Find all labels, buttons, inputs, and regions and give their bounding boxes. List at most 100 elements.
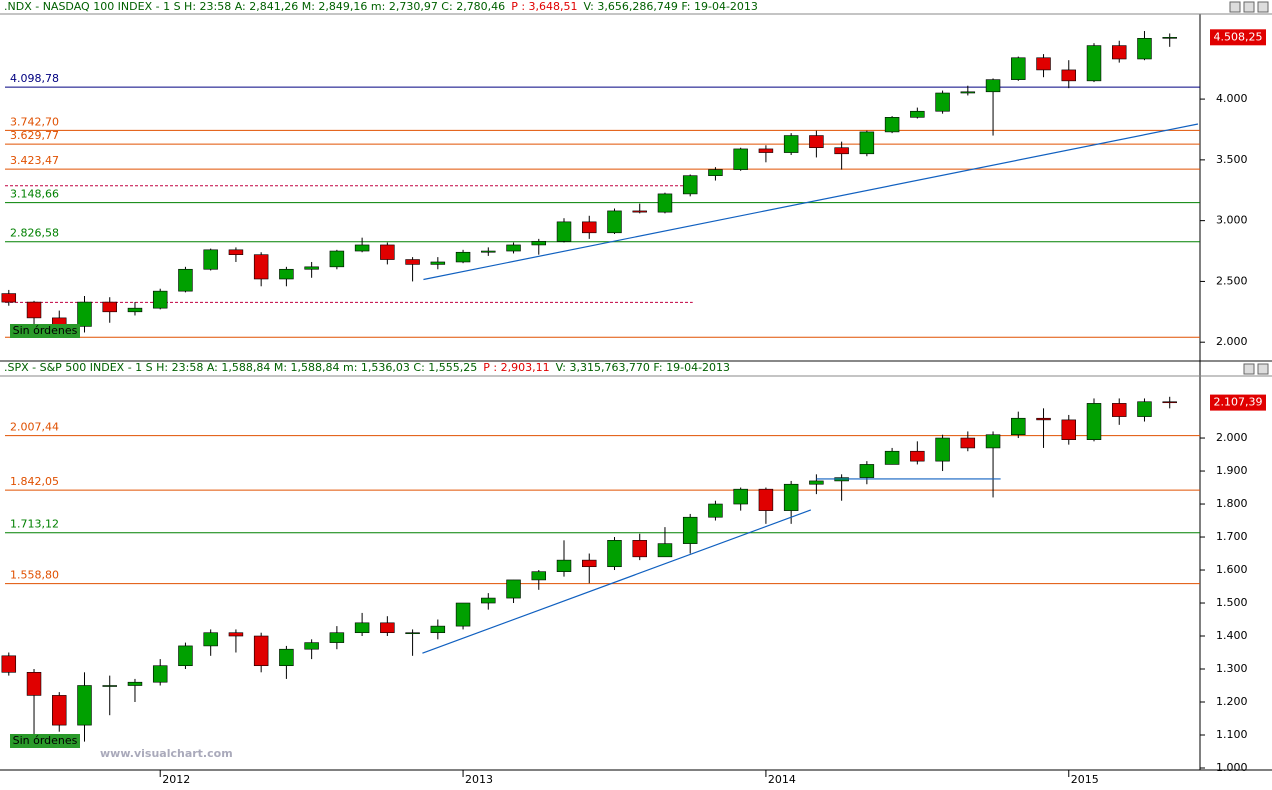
window-buttons[interactable] — [1229, 1, 1269, 375]
trendline — [423, 123, 1199, 281]
y-tick-label: 3.000 — [1216, 214, 1248, 227]
candle-body — [884, 450, 900, 465]
candle-body — [1, 655, 17, 673]
candle-body — [1011, 57, 1026, 80]
candle-body — [127, 681, 143, 686]
candle-body — [178, 645, 193, 667]
candle-body — [531, 241, 547, 246]
y-tick-label: 2.000 — [1216, 431, 1248, 444]
candle-body — [607, 210, 622, 234]
x-tick-label: 2015 — [1071, 773, 1099, 786]
last-price-label: 4.508,25 — [1214, 30, 1263, 43]
candle-body — [228, 632, 244, 637]
close-button[interactable] — [1257, 1, 1269, 13]
candle-body — [279, 268, 294, 280]
candle-body — [304, 642, 319, 650]
candle-body — [481, 250, 496, 253]
candle-body — [253, 635, 269, 667]
y-tick-label: 1.600 — [1216, 563, 1248, 576]
candle-body — [859, 464, 875, 478]
level-label: 2.826,58 — [10, 227, 59, 240]
candle-body — [1086, 403, 1102, 440]
candle-body — [859, 131, 875, 155]
orders-badge-label: Sin órdenes — [13, 734, 78, 747]
x-tick-label: 2013 — [465, 773, 493, 786]
candle-body — [783, 483, 799, 511]
candle-body — [910, 450, 925, 462]
candle-body — [430, 625, 446, 634]
candle-body — [203, 249, 218, 270]
candle-body — [354, 622, 370, 634]
panel-header: .SPX - S&P 500 INDEX - 1 S H: 23:58 A: 1… — [4, 361, 730, 374]
candle-body — [985, 434, 1001, 449]
candle-body — [1061, 419, 1077, 440]
candle-body — [77, 685, 92, 726]
candle-body — [380, 622, 395, 634]
level-label: 1.842,05 — [10, 475, 59, 488]
close-button[interactable] — [1257, 363, 1269, 375]
candle-body — [556, 221, 572, 242]
level-label: 3.423,47 — [10, 154, 59, 167]
header-part: V: 3,656,286,749 F: 19-04-2013 — [584, 0, 758, 13]
candle-body — [1, 293, 17, 303]
candle-body — [657, 193, 673, 213]
candle-body — [632, 540, 647, 558]
candle-body — [531, 571, 547, 581]
y-tick-label: 2.000 — [1216, 335, 1248, 348]
candle-body — [985, 79, 1001, 93]
orders-badge — [10, 324, 80, 338]
y-tick-label: 3.500 — [1216, 153, 1248, 166]
candle-body — [809, 480, 824, 485]
candle-body — [708, 503, 723, 518]
maximize-button[interactable] — [1243, 363, 1255, 375]
y-tick-label: 1.700 — [1216, 530, 1248, 543]
last-price-label: 2.107,39 — [1214, 396, 1263, 409]
level-label: 3.742,70 — [10, 115, 59, 128]
candle-body — [1111, 403, 1127, 417]
header-part: V: 3,315,763,770 F: 19-04-2013 — [556, 361, 730, 374]
candle-body — [960, 437, 976, 449]
candle-body — [1162, 401, 1177, 404]
candle-body — [506, 244, 521, 252]
candle-body — [354, 244, 370, 252]
candle-body — [1111, 45, 1127, 60]
candle-body — [152, 290, 168, 309]
y-tick-label: 1.400 — [1216, 629, 1248, 642]
candle-body — [1086, 45, 1102, 82]
candle-body — [203, 632, 218, 647]
candle-body — [26, 301, 42, 319]
candle-body — [834, 147, 849, 155]
level-label: 1.558,80 — [10, 569, 59, 582]
level-label: 4.098,78 — [10, 72, 59, 85]
watermark: www.visualchart.com — [100, 747, 233, 760]
candle-body — [910, 110, 925, 118]
candle-body — [1036, 417, 1051, 421]
header-part: .SPX - S&P 500 INDEX - 1 S H: 23:58 A: 1… — [4, 361, 477, 374]
candle-body — [960, 91, 976, 94]
candle-body — [52, 695, 67, 726]
orders-badge — [10, 734, 80, 748]
candle-body — [329, 632, 345, 643]
candle-body — [1137, 38, 1152, 60]
candle-body — [582, 559, 597, 568]
y-tick-label: 1.100 — [1216, 728, 1248, 741]
candle-body — [430, 261, 446, 265]
maximize-button[interactable] — [1243, 1, 1255, 13]
y-tick-label: 1.800 — [1216, 497, 1248, 510]
candle-body — [455, 251, 471, 263]
header-part: .NDX - NASDAQ 100 INDEX - 1 S H: 23:58 A… — [4, 0, 505, 13]
candle-body — [657, 543, 673, 558]
last-price-box — [1210, 29, 1266, 46]
candle-body — [1137, 401, 1152, 417]
candle-body — [935, 92, 950, 112]
minimize-button[interactable] — [1229, 1, 1241, 13]
candle-body — [607, 540, 622, 568]
y-tick-label: 1.200 — [1216, 695, 1248, 708]
panel-header: .NDX - NASDAQ 100 INDEX - 1 S H: 23:58 A… — [4, 0, 758, 13]
level-label: 1.713,12 — [10, 518, 59, 531]
candle-body — [758, 488, 774, 511]
candle-body — [733, 148, 748, 170]
candle-body — [632, 210, 647, 213]
level-label: 3.629,77 — [10, 129, 59, 142]
